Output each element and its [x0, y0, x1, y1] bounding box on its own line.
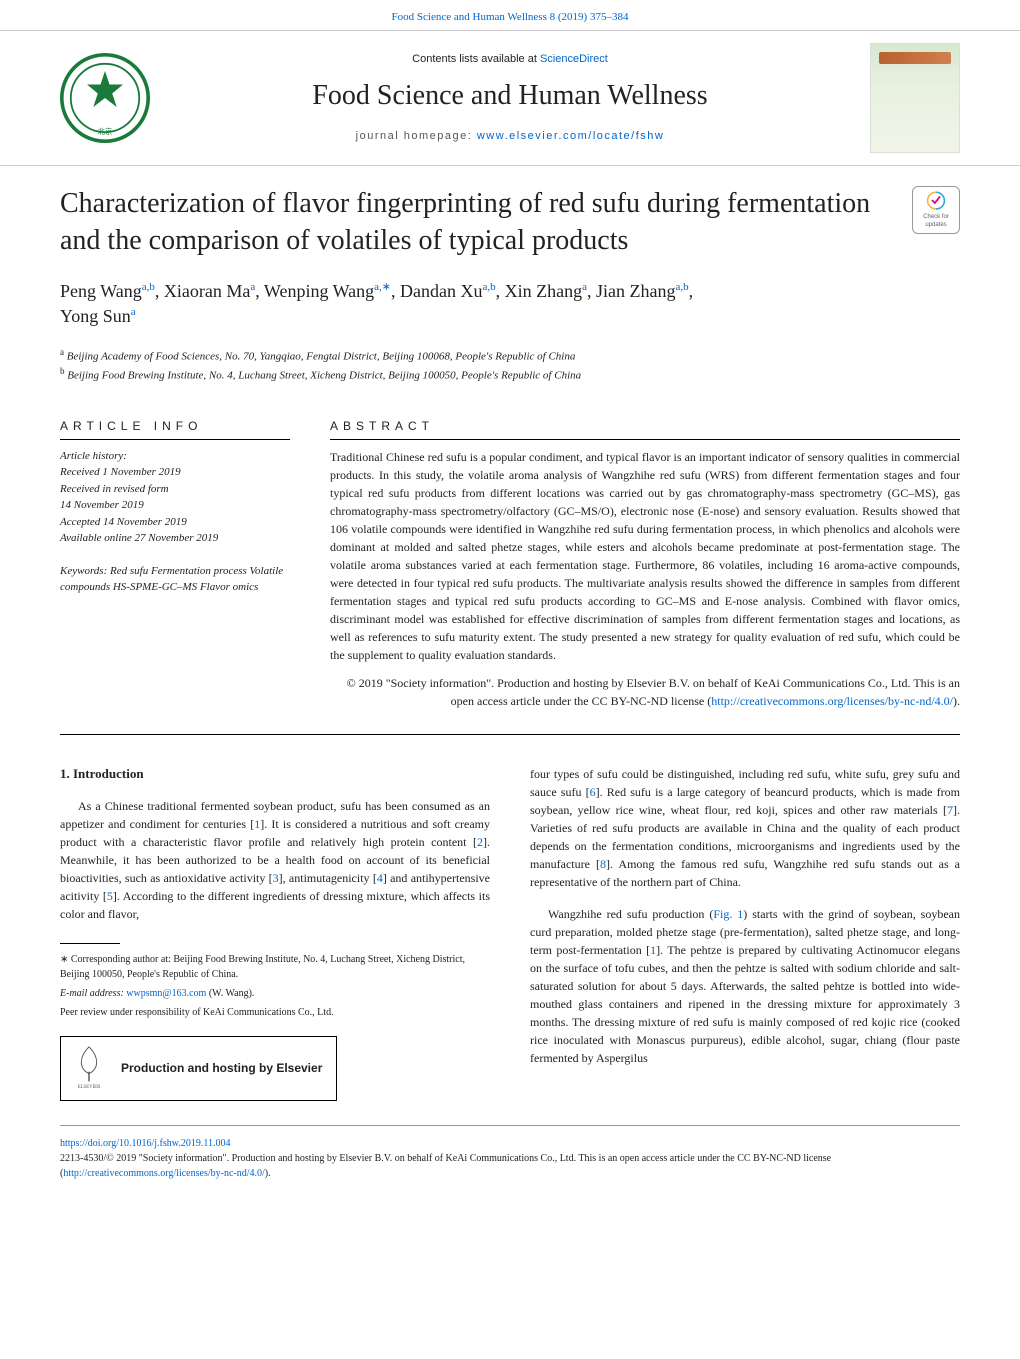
- keyword: Flavor omics: [200, 581, 258, 593]
- homepage-link[interactable]: www.elsevier.com/locate/fshw: [477, 130, 665, 142]
- journal-header: 北京 Contents lists available at ScienceDi…: [0, 30, 1020, 166]
- author: Xiaoran Maa: [164, 281, 255, 301]
- section-rule: [60, 734, 960, 735]
- peer-review-note: Peer review under responsibility of KeAi…: [60, 1005, 490, 1020]
- author: Wenping Wanga,∗: [264, 281, 391, 301]
- history-item: Received in revised form: [60, 481, 290, 498]
- author: Xin Zhanga: [505, 281, 587, 301]
- body-paragraph: four types of sufu could be distinguishe…: [530, 765, 960, 891]
- keywords: Keywords: Red sufu Fermentation process …: [60, 563, 290, 596]
- history-item: Available online 27 November 2019: [60, 530, 290, 547]
- crossmark-icon: [923, 191, 949, 210]
- title-row: Characterization of flavor fingerprintin…: [60, 186, 960, 279]
- author: Dandan Xua,b: [400, 281, 496, 301]
- article-title: Characterization of flavor fingerprintin…: [60, 186, 892, 259]
- right-column: four types of sufu could be distinguishe…: [530, 765, 960, 1101]
- left-column: 1. Introduction As a Chinese traditional…: [60, 765, 490, 1101]
- history-label: Article history:: [60, 448, 290, 465]
- license-link[interactable]: http://creativecommons.org/licenses/by-n…: [711, 694, 953, 708]
- journal-name: Food Science and Human Wellness: [170, 76, 850, 115]
- history-item: Accepted 14 November 2019: [60, 514, 290, 531]
- contents-line: Contents lists available at ScienceDirec…: [170, 52, 850, 67]
- footer-bar: https://doi.org/10.1016/j.fshw.2019.11.0…: [60, 1125, 960, 1181]
- article-history: Article history: Received 1 November 201…: [60, 448, 290, 547]
- abstract-text: Traditional Chinese red sufu is a popula…: [330, 448, 960, 664]
- affiliation: a Beijing Academy of Food Sciences, No. …: [60, 346, 960, 365]
- homepage-prefix: journal homepage:: [356, 130, 477, 142]
- keyword: HS-SPME-GC–MS: [113, 581, 197, 593]
- author: Peng Wanga,b: [60, 281, 155, 301]
- contents-prefix: Contents lists available at: [412, 53, 540, 65]
- body-paragraph: As a Chinese traditional fermented soybe…: [60, 797, 490, 923]
- info-heading: ARTICLE INFO: [60, 418, 290, 435]
- footer-license: 2213-4530/© 2019 "Society information". …: [60, 1151, 960, 1181]
- copyright-notice: © 2019 "Society information". Production…: [330, 674, 960, 710]
- svg-text:ELSEVIER: ELSEVIER: [78, 1085, 101, 1089]
- article-info-column: ARTICLE INFO Article history: Received 1…: [60, 418, 290, 710]
- body-columns: 1. Introduction As a Chinese traditional…: [60, 765, 960, 1101]
- email-note: E-mail address: wwpsmn@163.com (W. Wang)…: [60, 986, 490, 1001]
- footnote-rule: [60, 943, 120, 944]
- corresponding-author-note: ∗ Corresponding author at: Beijing Food …: [60, 952, 490, 982]
- homepage-line: journal homepage: www.elsevier.com/locat…: [170, 129, 850, 144]
- meta-row: ARTICLE INFO Article history: Received 1…: [60, 408, 960, 710]
- figure-link[interactable]: Fig. 1: [713, 907, 743, 921]
- keyword: Red sufu: [110, 565, 148, 577]
- license-link-footer[interactable]: http://creativecommons.org/licenses/by-n…: [63, 1168, 264, 1179]
- keywords-label: Keywords:: [60, 565, 107, 577]
- abstract-column: ABSTRACT Traditional Chinese red sufu is…: [330, 418, 960, 710]
- crossmark-label: Check for updates: [917, 213, 955, 230]
- abstract-rule: [330, 439, 960, 440]
- author: Jian Zhanga,b: [596, 281, 689, 301]
- elsevier-hosting-box: ELSEVIER Production and hosting by Elsev…: [60, 1036, 337, 1101]
- journal-cover-thumbnail: [870, 43, 960, 153]
- academy-logo: 北京: [60, 53, 150, 143]
- hosting-text: Production and hosting by Elsevier: [121, 1060, 322, 1077]
- abstract-heading: ABSTRACT: [330, 418, 960, 435]
- author-list: Peng Wanga,b, Xiaoran Maa, Wenping Wanga…: [60, 279, 960, 329]
- journal-citation: Food Science and Human Wellness 8 (2019)…: [0, 0, 1020, 30]
- body-paragraph: Wangzhihe red sufu production (Fig. 1) s…: [530, 905, 960, 1067]
- doi-link[interactable]: https://doi.org/10.1016/j.fshw.2019.11.0…: [60, 1138, 230, 1149]
- svg-text:北京: 北京: [98, 127, 112, 136]
- intro-heading: 1. Introduction: [60, 765, 490, 783]
- elsevier-tree-icon: ELSEVIER: [69, 1043, 109, 1094]
- author: Yong Suna: [60, 306, 136, 326]
- header-center: Contents lists available at ScienceDirec…: [170, 52, 850, 144]
- keyword: Fermentation process: [151, 565, 247, 577]
- affiliations: a Beijing Academy of Food Sciences, No. …: [60, 346, 960, 384]
- sciencedirect-link[interactable]: ScienceDirect: [540, 53, 608, 65]
- history-item: Received 1 November 2019: [60, 464, 290, 481]
- email-link[interactable]: wwpsmn@163.com: [126, 988, 206, 999]
- citation-link[interactable]: Food Science and Human Wellness 8 (2019)…: [392, 11, 629, 23]
- history-item: 14 November 2019: [60, 497, 290, 514]
- crossmark-badge[interactable]: Check for updates: [912, 186, 960, 234]
- affiliation: b Beijing Food Brewing Institute, No. 4,…: [60, 365, 960, 384]
- info-rule: [60, 439, 290, 440]
